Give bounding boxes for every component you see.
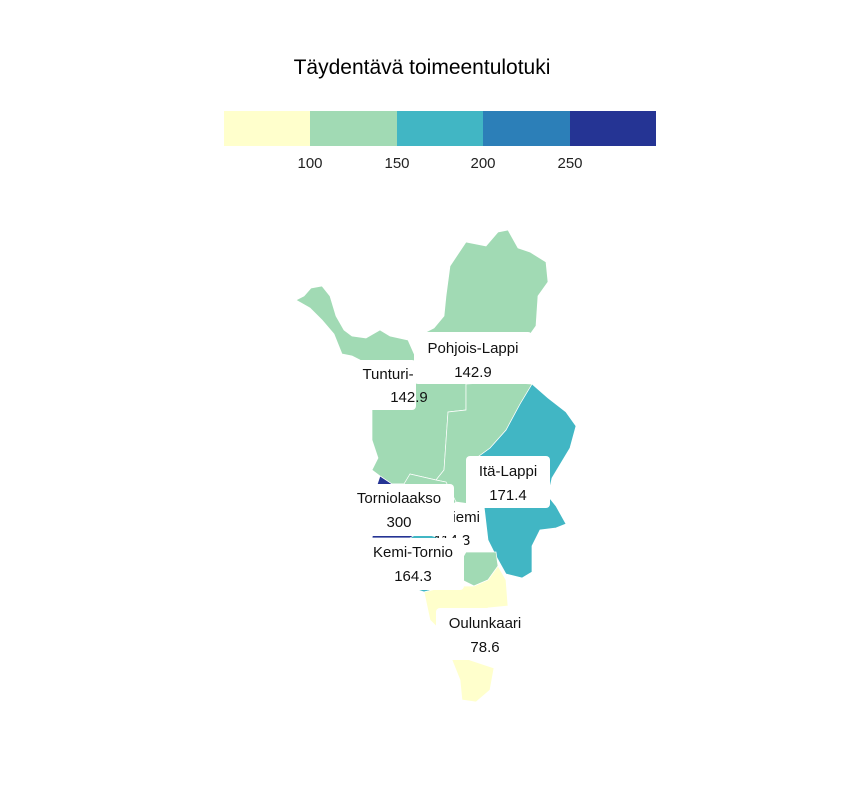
legend-swatch-3 [396, 111, 484, 146]
legend-tick-250: 250 [557, 155, 583, 172]
legend-swatch-2 [310, 111, 397, 146]
label-value-tunturi-lappi: 142.9 [390, 389, 428, 406]
label-name-oulunkaari: Oulunkaari [449, 615, 522, 632]
label-box-oulunkaari [436, 608, 534, 660]
label-value-pohjois-lappi: 142.9 [454, 364, 492, 381]
legend-tick-200: 200 [470, 155, 496, 172]
label-box-pohjois-lappi [414, 332, 532, 384]
label-box-torniolaakso [344, 484, 454, 536]
label-pohjois-lappi: Pohjois-Lappi 142.9 [414, 332, 532, 384]
label-kemi-tornio: Kemi-Tornio 164.3 [362, 538, 464, 590]
label-name-pohjois-lappi: Pohjois-Lappi [428, 340, 519, 357]
color-legend [224, 111, 657, 146]
label-box-kemi-tornio [362, 538, 464, 590]
map-title: Täydentävä toimeentulotuki [293, 56, 551, 79]
legend-swatch-4 [483, 111, 570, 146]
label-value-ita-lappi: 171.4 [489, 487, 527, 504]
label-torniolaakso: Torniolaakso 300 [344, 484, 454, 536]
legend-tick-100: 100 [297, 155, 323, 172]
legend-swatch-1 [224, 111, 311, 146]
label-value-kemi-tornio: 164.3 [394, 568, 432, 585]
label-ita-lappi: Itä-Lappi 171.4 [466, 456, 550, 508]
label-name-ita-lappi: Itä-Lappi [479, 463, 537, 480]
label-oulunkaari: Oulunkaari 78.6 [436, 608, 534, 660]
label-value-oulunkaari: 78.6 [470, 639, 499, 656]
legend-tick-150: 150 [384, 155, 410, 172]
label-name-tunturi-lappi: Tunturi- [362, 366, 413, 383]
label-name-kemi-tornio: Kemi-Tornio [373, 544, 453, 561]
label-box-tunturi-lappi [350, 360, 416, 410]
label-value-torniolaakso: 300 [386, 514, 411, 531]
label-tunturi-lappi: Tunturi- 142.9 [350, 360, 428, 410]
label-name-torniolaakso: Torniolaakso [357, 490, 441, 507]
label-box-ita-lappi [466, 456, 550, 508]
legend-swatch-5 [569, 111, 657, 146]
